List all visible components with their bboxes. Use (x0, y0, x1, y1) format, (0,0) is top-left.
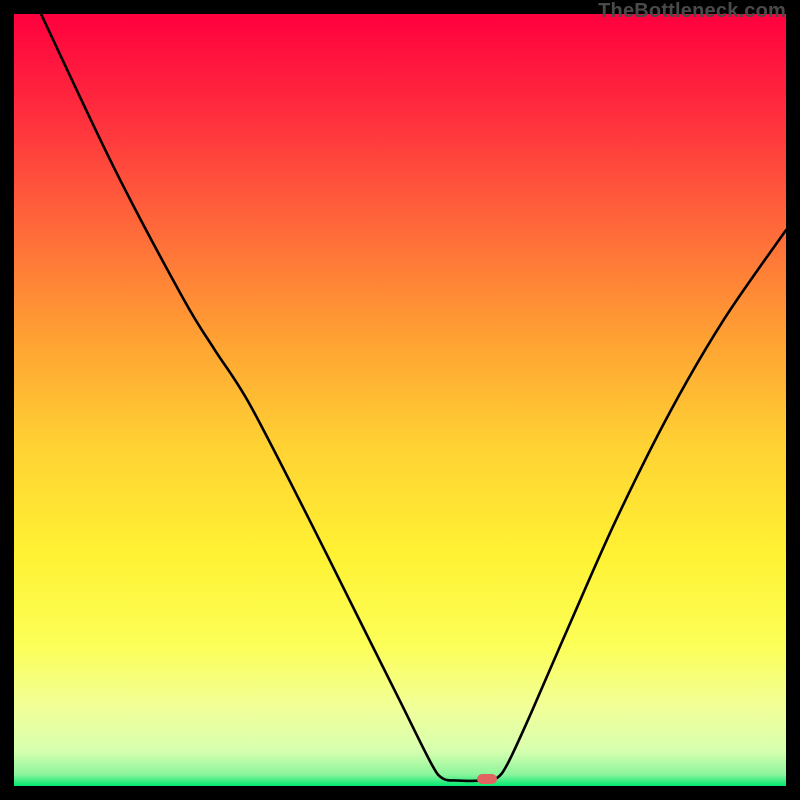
figure-canvas: TheBottleneck.com (0, 0, 800, 800)
optimum-marker (477, 774, 497, 784)
watermark-text: TheBottleneck.com (598, 0, 786, 23)
plot-area (14, 14, 786, 786)
bottleneck-plot-svg (14, 14, 786, 786)
gradient-background (14, 14, 786, 786)
